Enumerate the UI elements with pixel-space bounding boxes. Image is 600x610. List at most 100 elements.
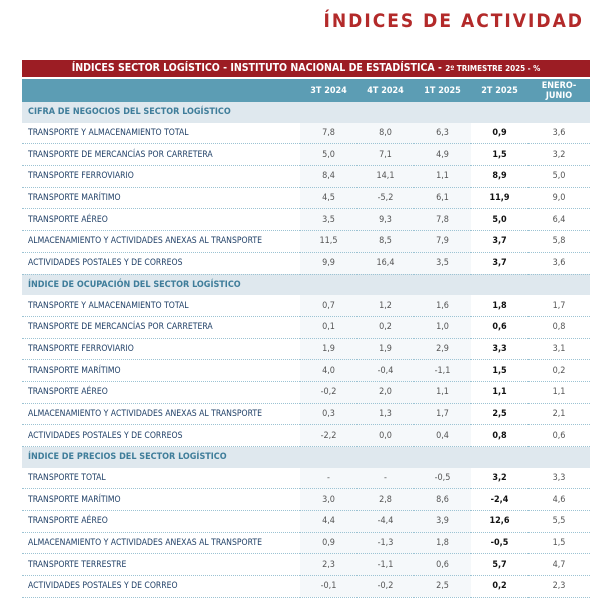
cell-value: 1,7 bbox=[414, 403, 471, 426]
cell-value: 8,6 bbox=[414, 488, 471, 512]
cell-value: 1,7 bbox=[528, 295, 590, 317]
data-row: TRANSPORTE AÉREO 4,4 -4,4 3,9 12,6 5,5 bbox=[22, 510, 590, 533]
cell-value: -2,2 bbox=[300, 424, 357, 447]
data-row: ALMACENAMIENTO Y ACTIVIDADES ANEXAS AL T… bbox=[22, 403, 590, 426]
row-label: ACTIVIDADES POSTALES Y DE CORREO bbox=[22, 575, 300, 598]
data-row: TRANSPORTE DE MERCANCÍAS POR CARRETERA 5,… bbox=[22, 143, 590, 167]
cell-value: 7,1 bbox=[357, 143, 414, 167]
cell-value: 7,8 bbox=[300, 122, 357, 145]
data-row: TRANSPORTE TOTAL - - -0,5 3,2 3,3 bbox=[22, 467, 590, 490]
row-label: ACTIVIDADES POSTALES Y DE CORREOS bbox=[22, 252, 300, 275]
cell-value: 14,1 bbox=[357, 165, 414, 188]
banner-text: ÍNDICES SECTOR LOGÍSTICO - INSTITUTO NAC… bbox=[71, 62, 442, 74]
cell-value: 2,3 bbox=[528, 575, 590, 598]
cell-value: 1,8 bbox=[471, 295, 528, 317]
section-row: ÍNDICE DE PRECIOS DEL SECTOR LOGÍSTICO bbox=[22, 446, 590, 468]
cell-value: 2,5 bbox=[471, 403, 528, 426]
cell-value: 3,6 bbox=[528, 252, 590, 275]
cell-value: 1,1 bbox=[528, 381, 590, 404]
cell-value: 2,0 bbox=[357, 381, 414, 404]
cell-value: 5,0 bbox=[300, 143, 357, 167]
cell-value: 9,9 bbox=[300, 252, 357, 275]
row-label: TRANSPORTE AÉREO bbox=[22, 208, 300, 232]
cell-value: 1,5 bbox=[471, 143, 528, 167]
cell-value: 9,0 bbox=[528, 187, 590, 210]
cell-value: 0,1 bbox=[300, 316, 357, 339]
cell-value: 3,1 bbox=[528, 338, 590, 361]
cell-value: 11,5 bbox=[300, 230, 357, 253]
cell-value: 8,4 bbox=[300, 165, 357, 188]
cell-value: -5,2 bbox=[357, 187, 414, 210]
cell-value: 8,0 bbox=[357, 122, 414, 145]
section-title: CIFRA DE NEGOCIOS DEL SECTOR LOGÍSTICO bbox=[22, 102, 590, 123]
section-title: ÍNDICE DE OCUPACIÓN DEL SECTOR LOGÍSTICO bbox=[22, 274, 590, 296]
cell-value: 1,1 bbox=[471, 381, 528, 404]
cell-value: 0,6 bbox=[471, 316, 528, 339]
cell-value: 5,5 bbox=[528, 510, 590, 533]
table-body: CIFRA DE NEGOCIOS DEL SECTOR LOGÍSTICO TR… bbox=[22, 102, 590, 598]
row-label: TRANSPORTE MARÍTIMO bbox=[22, 187, 300, 210]
row-label: ALMACENAMIENTO Y ACTIVIDADES ANEXAS AL T… bbox=[22, 403, 300, 426]
cell-value: 11,9 bbox=[471, 187, 528, 210]
cell-value: 8,9 bbox=[471, 165, 528, 188]
row-label: ALMACENAMIENTO Y ACTIVIDADES ANEXAS AL T… bbox=[22, 532, 300, 555]
cell-value: 3,0 bbox=[300, 488, 357, 512]
cell-value: 3,3 bbox=[471, 338, 528, 361]
cell-value: 5,0 bbox=[471, 208, 528, 232]
section-title: ÍNDICE DE PRECIOS DEL SECTOR LOGÍSTICO bbox=[22, 446, 590, 468]
row-label: TRANSPORTE AÉREO bbox=[22, 510, 300, 533]
cell-value: -0,5 bbox=[414, 467, 471, 490]
cell-value: 3,9 bbox=[414, 510, 471, 533]
row-label: TRANSPORTE TOTAL bbox=[22, 467, 300, 490]
data-row: TRANSPORTE FERROVIARIO 8,4 14,1 1,1 8,9 5,0 bbox=[22, 165, 590, 188]
data-row: ACTIVIDADES POSTALES Y DE CORREO -0,1 -0,2… bbox=[22, 575, 590, 598]
cell-value: 3,6 bbox=[528, 122, 590, 145]
cell-value: 0,6 bbox=[414, 553, 471, 577]
table-banner: ÍNDICES SECTOR LOGÍSTICO - INSTITUTO NAC… bbox=[22, 60, 590, 77]
cell-value: 1,9 bbox=[300, 338, 357, 361]
cell-value: 0,3 bbox=[300, 403, 357, 426]
cell-value: 2,3 bbox=[300, 553, 357, 577]
section-row: ÍNDICE DE OCUPACIÓN DEL SECTOR LOGÍSTICO bbox=[22, 274, 590, 296]
cell-value: 7,8 bbox=[414, 208, 471, 232]
cell-value: - bbox=[357, 467, 414, 490]
cell-value: 3,2 bbox=[528, 143, 590, 167]
row-label: TRANSPORTE DE MERCANCÍAS POR CARRETERA bbox=[22, 316, 300, 339]
data-row: TRANSPORTE MARÍTIMO 4,5 -5,2 6,1 11,9 9,0 bbox=[22, 187, 590, 210]
cell-value: 4,4 bbox=[300, 510, 357, 533]
cell-value: 1,9 bbox=[357, 338, 414, 361]
cell-value: -1,1 bbox=[414, 359, 471, 382]
data-row: TRANSPORTE Y ALMACENAMIENTO TOTAL 7,8 8,0 6… bbox=[22, 122, 590, 145]
cell-value: 3,7 bbox=[471, 230, 528, 253]
cell-value: 1,0 bbox=[414, 316, 471, 339]
cell-value: 3,2 bbox=[471, 467, 528, 490]
cell-value: 0,7 bbox=[300, 295, 357, 317]
data-row: ACTIVIDADES POSTALES Y DE CORREOS -2,2 0,0… bbox=[22, 424, 590, 447]
row-label: TRANSPORTE MARÍTIMO bbox=[22, 359, 300, 382]
row-label: TRANSPORTE FERROVIARIO bbox=[22, 338, 300, 361]
column-header: 1T 2025 bbox=[414, 79, 471, 102]
cell-value: 2,1 bbox=[528, 403, 590, 426]
header-row: 3T 2024 4T 2024 1T 2025 2T 2025 ENERO-JUNIO bbox=[22, 79, 590, 102]
cell-value: 4,0 bbox=[300, 359, 357, 382]
cell-value: -0,2 bbox=[300, 381, 357, 404]
data-row: TRANSPORTE AÉREO 3,5 9,3 7,8 5,0 6,4 bbox=[22, 208, 590, 232]
row-label: TRANSPORTE AÉREO bbox=[22, 381, 300, 404]
cell-value: -0,4 bbox=[357, 359, 414, 382]
column-header: 4T 2024 bbox=[357, 79, 414, 102]
section-row: CIFRA DE NEGOCIOS DEL SECTOR LOGÍSTICO bbox=[22, 102, 590, 123]
data-row: TRANSPORTE MARÍTIMO 4,0 -0,4 -1,1 1,5 0,2 bbox=[22, 359, 590, 382]
cell-value: 4,6 bbox=[528, 488, 590, 512]
cell-value: 4,7 bbox=[528, 553, 590, 577]
data-table: 3T 2024 4T 2024 1T 2025 2T 2025 ENERO-JUNIO … bbox=[22, 79, 590, 598]
row-label: ACTIVIDADES POSTALES Y DE CORREOS bbox=[22, 424, 300, 447]
cell-value: 3,3 bbox=[528, 467, 590, 490]
cell-value: -0,2 bbox=[357, 575, 414, 598]
cell-value: -1,3 bbox=[357, 532, 414, 555]
cell-value: 5,0 bbox=[528, 165, 590, 188]
banner-suffix: 2º TRIMESTRE 2025 - % bbox=[445, 64, 541, 73]
row-label: TRANSPORTE DE MERCANCÍAS POR CARRETERA bbox=[22, 143, 300, 167]
cell-value: 0,8 bbox=[471, 424, 528, 447]
cell-value: 0,8 bbox=[528, 316, 590, 339]
row-label: ALMACENAMIENTO Y ACTIVIDADES ANEXAS AL T… bbox=[22, 230, 300, 253]
